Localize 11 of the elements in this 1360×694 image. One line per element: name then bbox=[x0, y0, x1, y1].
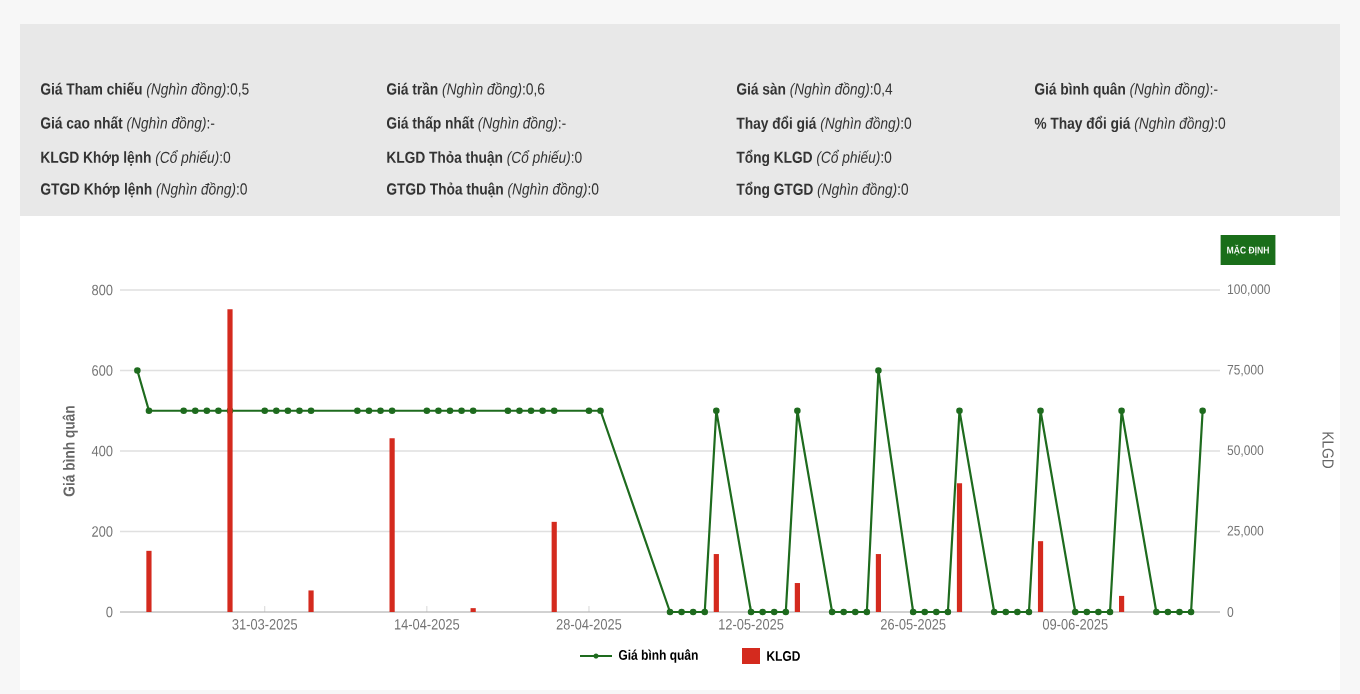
bar bbox=[308, 590, 314, 613]
bar bbox=[875, 554, 882, 613]
bar bbox=[1118, 595, 1125, 613]
bar bbox=[389, 438, 395, 613]
bar bbox=[1037, 541, 1044, 613]
bar bbox=[551, 521, 557, 613]
bar bbox=[956, 483, 963, 613]
bar bbox=[227, 309, 233, 613]
bar bbox=[146, 550, 152, 613]
bar bbox=[794, 583, 800, 613]
bar bbox=[713, 554, 719, 613]
